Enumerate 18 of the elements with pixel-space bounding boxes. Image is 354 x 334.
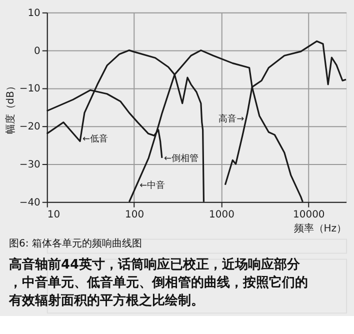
x-tick-label: 100 [125, 209, 144, 220]
annotation: ←中音 [140, 180, 166, 192]
x-tick-label: 10000 [293, 209, 325, 220]
y-tick-label: 0 [34, 46, 40, 57]
text: 高音轴前44英寸，话筒响应已校正，近场响应部分，中音单元、低音单元、倒相管的曲线，按照它们的有效辐射面积的平方根之比绘制。 [8, 256, 308, 309]
y-tick-label: −40 [19, 197, 40, 208]
y-tick-label: −20 [19, 122, 40, 133]
y-tick-label: −10 [19, 84, 40, 95]
annotation: 高音→ [218, 114, 245, 125]
y-axis-title: 幅度（dB） [4, 81, 16, 134]
x-tick-label: 1000 [209, 209, 234, 220]
annotation: ←倒相管 [164, 152, 198, 164]
x-tick-label: 10 [47, 209, 60, 220]
y-tick-label: −30 [19, 159, 40, 170]
caption: 图6: 箱体各单元的频响曲线图 [8, 238, 142, 250]
y-tick-label: 10 [28, 8, 40, 19]
annotation: ←低音 [82, 134, 108, 145]
x-axis-title: 频率（Hz） [294, 222, 347, 234]
